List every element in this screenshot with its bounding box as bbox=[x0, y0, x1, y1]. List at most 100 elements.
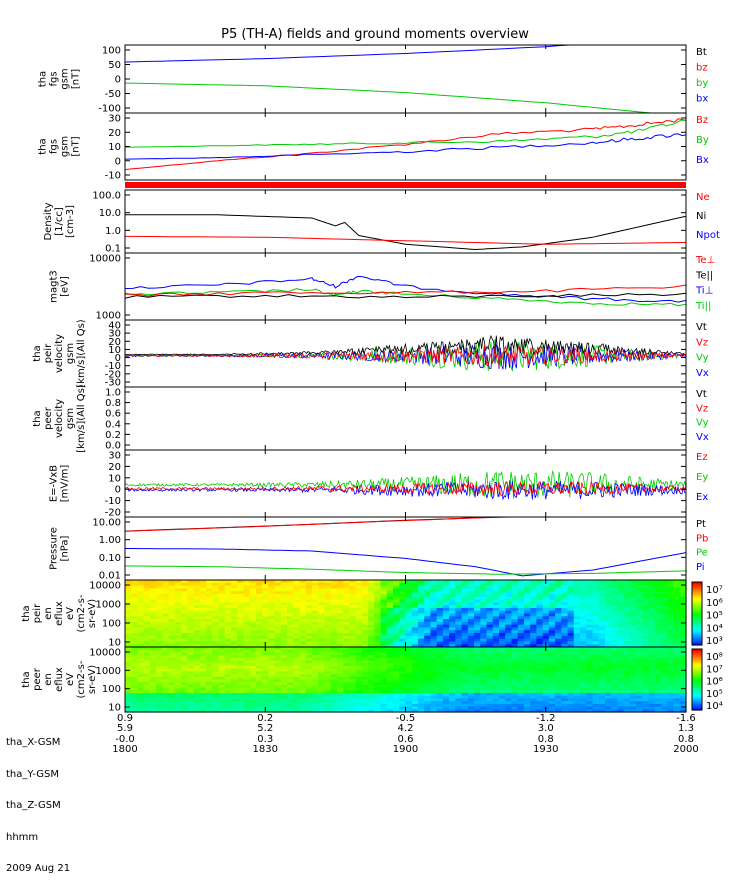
spectrogram-cell bbox=[629, 682, 637, 686]
spectrogram-cell bbox=[318, 655, 326, 659]
spectrogram-cell bbox=[542, 602, 550, 606]
spectrogram-cell bbox=[573, 593, 581, 598]
spectrogram-cell bbox=[511, 602, 519, 606]
spectrogram-cell bbox=[430, 644, 438, 648]
spectrogram-cell bbox=[542, 616, 550, 620]
spectrogram-cell bbox=[455, 671, 463, 675]
spectrogram-cell bbox=[287, 588, 294, 592]
series-Te|| bbox=[124, 292, 687, 299]
spectrogram-cell bbox=[330, 695, 338, 700]
spectrogram-cell bbox=[492, 690, 500, 694]
spectrogram-cell bbox=[548, 698, 556, 702]
spectrogram-cell bbox=[580, 633, 587, 637]
spectrogram-cell bbox=[224, 580, 232, 584]
spectrogram-cell bbox=[336, 633, 344, 637]
legend-bz: bz bbox=[696, 63, 708, 74]
spectrogram-cell bbox=[623, 647, 631, 651]
spectrogram-cell bbox=[318, 671, 326, 675]
spectrogram-cell bbox=[523, 599, 531, 603]
spectrogram-cell bbox=[274, 644, 282, 648]
spectrogram-cell bbox=[174, 709, 182, 713]
spectrogram-cell bbox=[125, 610, 132, 615]
spectrogram-cell bbox=[168, 695, 176, 700]
y-tick-label: 1.0 bbox=[105, 388, 121, 399]
spectrogram-cell bbox=[224, 596, 232, 601]
spectrogram-cell bbox=[125, 605, 132, 609]
spectrogram-cell bbox=[611, 684, 619, 689]
spectrogram-cell bbox=[405, 596, 413, 601]
spectrogram-cell bbox=[530, 668, 537, 672]
spectrogram-cell bbox=[492, 701, 500, 705]
spectrogram-cell bbox=[336, 665, 344, 670]
y-tick-label: 0.2 bbox=[105, 430, 121, 441]
spectrogram-cell bbox=[280, 607, 288, 612]
spectrogram-cell bbox=[280, 638, 288, 643]
spectrogram-cell bbox=[343, 695, 350, 700]
spectrogram-cell bbox=[611, 703, 619, 708]
spectrogram-cell bbox=[530, 638, 537, 643]
spectrogram-cell bbox=[137, 596, 145, 601]
spectrogram-cell bbox=[199, 660, 207, 664]
spectrogram-cell bbox=[586, 596, 594, 601]
spectrogram-cell bbox=[143, 580, 151, 584]
spectrogram-cell bbox=[679, 663, 687, 667]
spectrogram-cell bbox=[424, 641, 432, 645]
spectrogram-cell bbox=[511, 657, 519, 662]
spectrogram-cell bbox=[405, 641, 413, 645]
spectrogram-cell bbox=[299, 591, 307, 595]
spectrogram-cell bbox=[654, 621, 662, 626]
spectrogram-cell bbox=[617, 647, 625, 651]
spectrogram-cell bbox=[467, 610, 475, 615]
spectrogram-cell bbox=[343, 627, 350, 631]
spectrogram-cell bbox=[430, 641, 438, 645]
spectrogram-cell bbox=[149, 655, 157, 659]
spectrogram-cell bbox=[474, 633, 481, 637]
spectrogram-cell bbox=[474, 703, 481, 708]
spectrogram-cell bbox=[573, 706, 581, 710]
spectrogram-cell bbox=[461, 580, 469, 584]
spectrogram-cell bbox=[467, 635, 475, 640]
spectrogram-cell bbox=[673, 621, 681, 626]
spectrogram-cell bbox=[243, 616, 251, 620]
spectrogram-cell bbox=[230, 585, 238, 589]
spectrogram-cell bbox=[399, 682, 407, 686]
spectrogram-cell bbox=[405, 613, 413, 617]
spectrogram-cell bbox=[492, 613, 500, 617]
panel-frame bbox=[124, 252, 687, 321]
spectrogram-cell bbox=[617, 687, 625, 691]
colorbar-segment bbox=[692, 671, 702, 674]
spectrogram-cell bbox=[654, 613, 662, 617]
spectrogram-cell bbox=[592, 599, 600, 603]
spectrogram-cell bbox=[405, 703, 413, 708]
spectrogram-cell bbox=[654, 698, 662, 702]
spectrogram-cell bbox=[336, 630, 344, 634]
spectrogram-cell bbox=[611, 701, 619, 705]
spectrogram-cell bbox=[262, 610, 269, 615]
spectrogram-cell bbox=[181, 657, 188, 662]
spectrogram-cell bbox=[212, 657, 220, 662]
spectrogram-cell bbox=[312, 602, 319, 606]
spectrogram-cell bbox=[455, 619, 463, 623]
spectrogram-cell bbox=[592, 679, 600, 683]
spectrogram-cell bbox=[455, 652, 463, 656]
spectrogram-cell bbox=[336, 638, 344, 643]
spectrogram-cell bbox=[299, 655, 307, 659]
spectrogram-cell bbox=[181, 655, 188, 659]
spectrogram-cell bbox=[436, 709, 444, 713]
spectrogram-cell bbox=[274, 695, 282, 700]
spectrogram-cell bbox=[230, 610, 238, 615]
spectrogram-cell bbox=[243, 644, 251, 648]
spectrogram-cell bbox=[224, 619, 232, 623]
spectrogram-cell bbox=[249, 588, 257, 592]
spectrogram-cell bbox=[604, 655, 612, 659]
spectrogram-cell bbox=[455, 602, 463, 606]
spectrogram-cell bbox=[287, 638, 294, 643]
spectrogram-cell bbox=[274, 690, 282, 694]
spectrogram-cell bbox=[417, 703, 425, 708]
spectrogram-cell bbox=[199, 591, 207, 595]
spectrogram-cell bbox=[280, 701, 288, 705]
spectrogram-cell bbox=[137, 613, 145, 617]
spectrogram-cell bbox=[530, 671, 537, 675]
spectrogram-cell bbox=[374, 610, 382, 615]
spectrogram-cell bbox=[623, 630, 631, 634]
